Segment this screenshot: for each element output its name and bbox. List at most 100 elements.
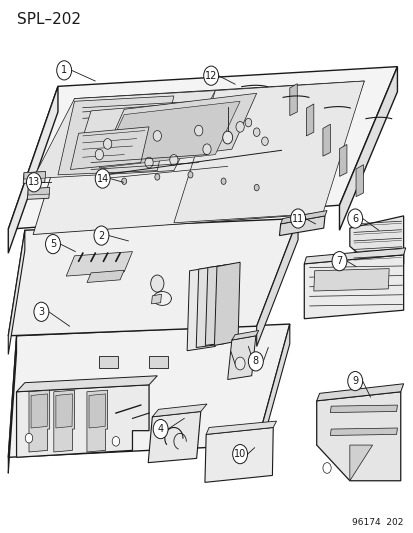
Circle shape [25, 433, 33, 443]
Circle shape [145, 157, 153, 168]
Polygon shape [56, 394, 72, 428]
Polygon shape [187, 266, 217, 351]
Text: 4: 4 [157, 424, 163, 434]
Polygon shape [339, 144, 346, 176]
Polygon shape [231, 330, 258, 340]
Circle shape [253, 128, 259, 136]
Polygon shape [313, 269, 388, 291]
Text: 8: 8 [252, 357, 258, 366]
Circle shape [244, 118, 251, 127]
Polygon shape [227, 336, 255, 379]
Text: 1: 1 [61, 66, 67, 75]
Polygon shape [83, 101, 206, 138]
Polygon shape [17, 376, 157, 392]
Polygon shape [306, 104, 313, 136]
Circle shape [169, 155, 178, 165]
Polygon shape [205, 264, 233, 345]
Text: 13: 13 [28, 177, 40, 187]
Circle shape [222, 131, 232, 144]
Polygon shape [256, 324, 289, 464]
Polygon shape [27, 188, 50, 199]
Text: 5: 5 [50, 239, 56, 249]
Circle shape [232, 445, 247, 464]
Polygon shape [8, 219, 297, 336]
Polygon shape [316, 384, 403, 401]
Circle shape [322, 463, 330, 473]
Polygon shape [29, 390, 50, 452]
Polygon shape [8, 86, 58, 253]
Polygon shape [99, 101, 240, 168]
Polygon shape [17, 385, 149, 457]
Polygon shape [289, 84, 297, 116]
Circle shape [57, 61, 71, 80]
Polygon shape [87, 390, 107, 452]
Circle shape [153, 419, 168, 439]
Circle shape [95, 149, 103, 160]
Polygon shape [31, 394, 47, 428]
Polygon shape [151, 294, 161, 304]
Circle shape [202, 144, 211, 155]
Polygon shape [214, 262, 240, 345]
Polygon shape [28, 188, 50, 195]
Circle shape [331, 252, 346, 271]
Polygon shape [330, 405, 396, 413]
Text: 9: 9 [351, 376, 357, 386]
Polygon shape [87, 270, 124, 282]
Polygon shape [33, 91, 215, 179]
Circle shape [254, 184, 259, 191]
Circle shape [154, 174, 159, 180]
Polygon shape [23, 172, 45, 183]
Circle shape [194, 125, 202, 136]
Polygon shape [89, 394, 105, 428]
Text: 10: 10 [233, 449, 246, 459]
Polygon shape [58, 96, 173, 175]
Polygon shape [196, 265, 225, 348]
Polygon shape [24, 172, 45, 179]
FancyBboxPatch shape [149, 356, 167, 368]
Text: 11: 11 [291, 214, 304, 223]
Circle shape [103, 139, 112, 149]
Polygon shape [54, 390, 74, 452]
Polygon shape [70, 127, 149, 169]
Polygon shape [8, 67, 396, 229]
Text: 12: 12 [204, 71, 217, 80]
Polygon shape [279, 216, 324, 236]
Circle shape [235, 357, 244, 370]
Circle shape [347, 209, 362, 228]
Circle shape [248, 352, 263, 371]
Text: 3: 3 [38, 307, 44, 317]
Text: 14: 14 [96, 174, 109, 183]
Polygon shape [152, 404, 206, 417]
Text: 6: 6 [351, 214, 357, 223]
Polygon shape [148, 411, 200, 463]
Polygon shape [8, 230, 25, 354]
Circle shape [261, 137, 268, 146]
Polygon shape [339, 67, 396, 230]
FancyBboxPatch shape [99, 356, 118, 368]
Polygon shape [8, 336, 17, 473]
Polygon shape [256, 219, 297, 346]
Text: SPL–202: SPL–202 [17, 12, 81, 27]
Polygon shape [206, 421, 276, 434]
Circle shape [153, 131, 161, 141]
Polygon shape [204, 427, 273, 482]
Polygon shape [304, 248, 405, 264]
Circle shape [121, 178, 126, 184]
Circle shape [95, 169, 110, 188]
Circle shape [112, 437, 119, 446]
Polygon shape [330, 428, 396, 435]
Polygon shape [8, 324, 289, 457]
Polygon shape [349, 216, 403, 268]
Circle shape [235, 122, 244, 132]
Circle shape [94, 226, 109, 245]
Polygon shape [280, 211, 326, 224]
Polygon shape [316, 392, 400, 481]
Circle shape [26, 173, 41, 192]
Polygon shape [173, 81, 363, 223]
Circle shape [221, 178, 225, 184]
Polygon shape [349, 445, 372, 481]
Circle shape [290, 209, 305, 228]
Circle shape [150, 275, 164, 292]
Circle shape [347, 372, 362, 391]
Circle shape [203, 66, 218, 85]
